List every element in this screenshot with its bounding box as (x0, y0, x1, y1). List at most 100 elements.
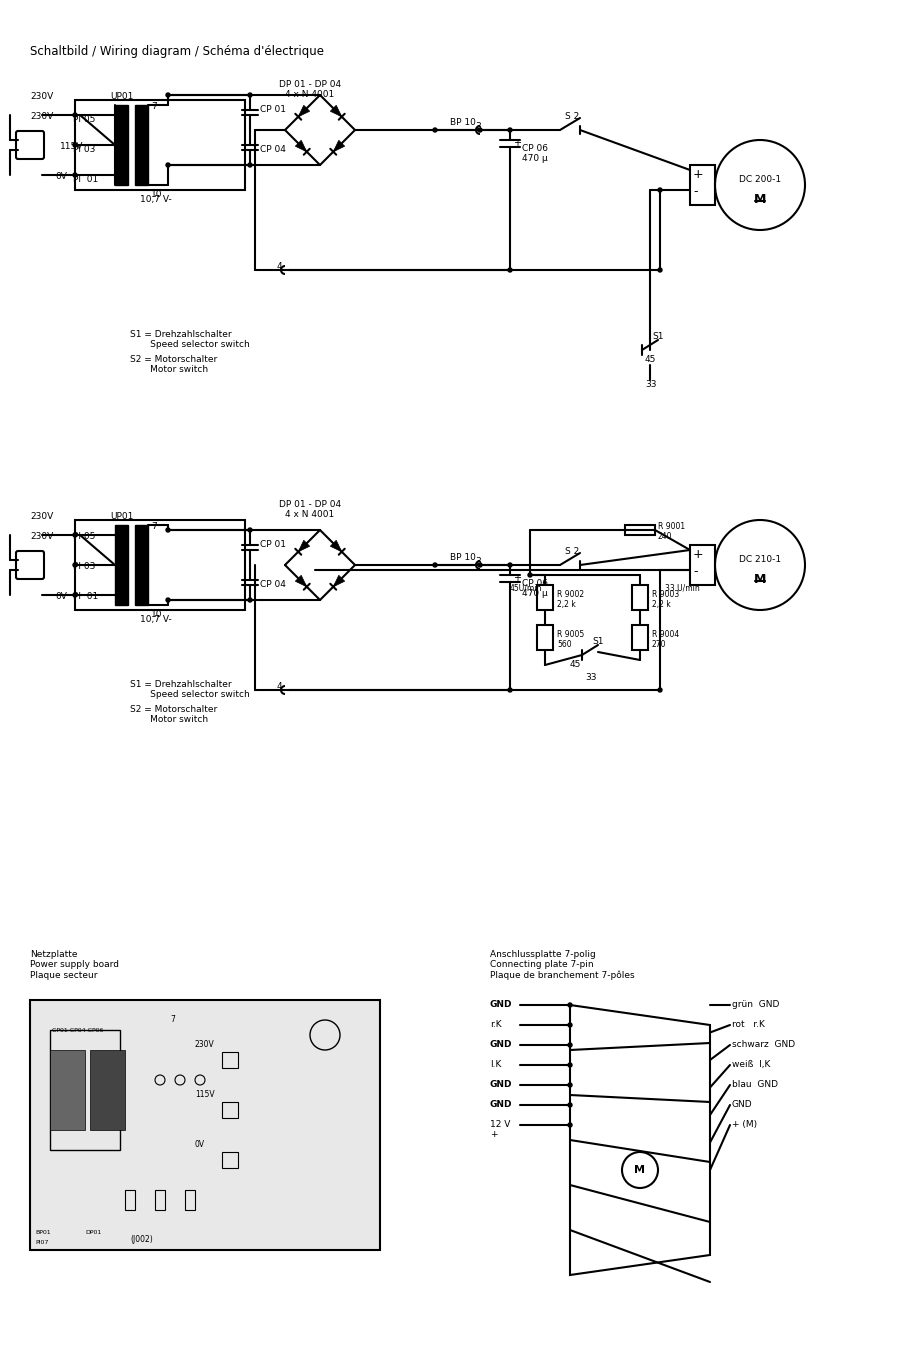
Text: BP01: BP01 (35, 1229, 51, 1235)
Text: 45: 45 (644, 354, 655, 364)
Text: M: M (753, 194, 766, 206)
Text: S2 = Motorschalter
       Motor switch: S2 = Motorschalter Motor switch (130, 354, 217, 375)
Text: CP01 CP04 CP06: CP01 CP04 CP06 (52, 1028, 103, 1033)
Circle shape (73, 593, 77, 597)
Circle shape (657, 269, 662, 273)
Text: CP 06
470 μ: CP 06 470 μ (521, 144, 548, 164)
Text: R 9003
2,2 k: R 9003 2,2 k (652, 590, 678, 609)
Bar (221, 1052, 238, 1069)
Bar (50, 1050, 85, 1130)
Bar (537, 585, 552, 611)
Polygon shape (295, 575, 306, 586)
Text: PI  01: PI 01 (73, 174, 98, 184)
Text: PI07: PI07 (35, 1240, 49, 1244)
Text: PI  01: PI 01 (73, 592, 98, 601)
Bar (185, 1190, 195, 1210)
Text: schwarz  GND: schwarz GND (732, 1040, 794, 1050)
Text: blau  GND: blau GND (732, 1079, 777, 1089)
Circle shape (507, 563, 512, 567)
Bar (631, 585, 647, 611)
Text: PI 03: PI 03 (73, 562, 96, 571)
Text: 7: 7 (151, 522, 156, 532)
Text: GND: GND (490, 1100, 512, 1109)
Text: 3: 3 (474, 123, 481, 131)
Text: DC 200-1: DC 200-1 (738, 174, 780, 184)
Text: M: M (634, 1165, 645, 1175)
Text: 33: 33 (644, 380, 656, 388)
Text: BP 10: BP 10 (449, 119, 475, 127)
Polygon shape (333, 140, 345, 151)
Bar (30, 1000, 380, 1250)
Text: -: - (692, 566, 697, 578)
Text: DP01: DP01 (85, 1229, 101, 1235)
Circle shape (507, 688, 512, 692)
Bar (135, 105, 148, 185)
Text: S1: S1 (652, 333, 663, 341)
Text: rot   r.K: rot r.K (732, 1020, 764, 1029)
Circle shape (567, 1084, 572, 1088)
Text: S1 = Drehzahlschalter
       Speed selector switch: S1 = Drehzahlschalter Speed selector swi… (130, 680, 249, 699)
Text: 0V: 0V (195, 1139, 205, 1149)
Polygon shape (333, 575, 345, 586)
Bar (115, 105, 128, 185)
Circle shape (507, 128, 512, 132)
Text: 115V: 115V (60, 142, 84, 151)
Text: Anschlussplatte 7-polig
Connecting plate 7-pin
Plaque de branchement 7-pôles: Anschlussplatte 7-polig Connecting plate… (490, 950, 634, 980)
Circle shape (567, 1043, 572, 1047)
Text: 230V: 230V (30, 112, 53, 121)
Circle shape (507, 269, 512, 273)
Text: l.K: l.K (490, 1060, 501, 1069)
Text: PI 05: PI 05 (73, 114, 96, 124)
Text: CP 06
470 μ: CP 06 470 μ (521, 579, 548, 598)
Polygon shape (298, 105, 310, 117)
Text: 45: 45 (570, 660, 581, 669)
Text: CP 04: CP 04 (260, 144, 286, 154)
Bar (221, 1103, 238, 1118)
Circle shape (73, 563, 77, 567)
Circle shape (657, 188, 662, 192)
Text: GND: GND (732, 1100, 752, 1109)
Text: UP01: UP01 (110, 512, 133, 521)
Text: CP 01: CP 01 (260, 105, 286, 114)
Circle shape (657, 688, 662, 692)
Text: S 2: S 2 (564, 112, 579, 121)
Text: GND: GND (490, 1000, 512, 1009)
Bar (50, 1030, 119, 1150)
Circle shape (73, 533, 77, 537)
Polygon shape (330, 105, 341, 117)
Polygon shape (295, 140, 306, 151)
Circle shape (248, 164, 252, 168)
Text: weiß  l,K: weiß l,K (732, 1060, 769, 1069)
Text: +: + (692, 548, 703, 562)
Text: 0V: 0V (55, 172, 67, 181)
Circle shape (567, 1024, 572, 1026)
Text: DC 210-1: DC 210-1 (738, 555, 780, 564)
Bar (631, 626, 647, 650)
Text: grün  GND: grün GND (732, 1000, 778, 1009)
Text: M: M (753, 572, 766, 586)
Bar (75, 521, 244, 611)
Bar (689, 165, 714, 204)
Circle shape (248, 93, 252, 97)
Text: R 9001
240: R 9001 240 (657, 522, 685, 541)
Polygon shape (298, 540, 310, 552)
Circle shape (165, 164, 170, 168)
Text: 7: 7 (170, 1015, 175, 1024)
Circle shape (248, 598, 252, 602)
Bar (154, 1190, 165, 1210)
Text: CP 04: CP 04 (260, 581, 286, 589)
Text: 230V: 230V (30, 91, 53, 101)
Text: 230V: 230V (195, 1040, 214, 1050)
Bar (221, 1152, 238, 1168)
Circle shape (567, 1003, 572, 1007)
Text: 4: 4 (277, 682, 282, 691)
Bar (125, 1190, 135, 1210)
Text: DP 01 - DP 04
4 x N 4001: DP 01 - DP 04 4 x N 4001 (278, 80, 341, 99)
Text: 10,7 V-: 10,7 V- (140, 615, 172, 624)
Text: 12 V
+: 12 V + (490, 1120, 510, 1139)
Text: -: - (692, 185, 697, 198)
Text: 230V: 230V (30, 532, 53, 541)
Text: R 9005
560: R 9005 560 (556, 630, 584, 649)
Circle shape (73, 143, 77, 147)
Text: 3: 3 (474, 557, 481, 566)
